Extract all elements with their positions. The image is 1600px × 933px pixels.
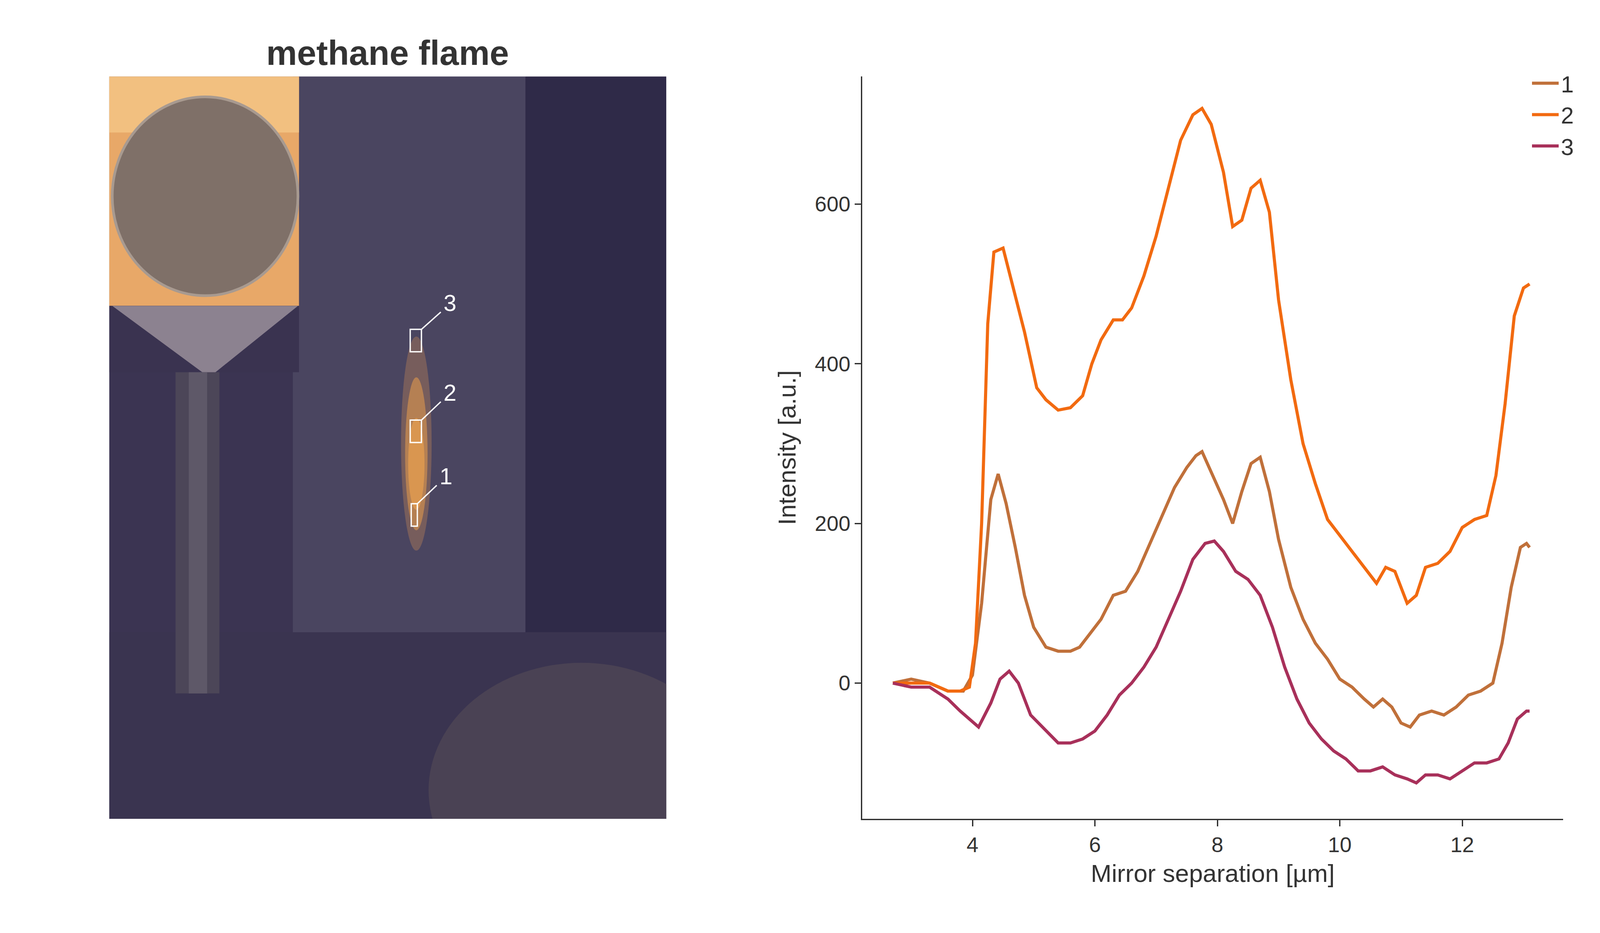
svg-text:8: 8 [1211, 833, 1224, 857]
svg-text:400: 400 [814, 352, 851, 376]
svg-text:200: 200 [814, 512, 851, 536]
svg-text:Intensity [a.u.]: Intensity [a.u.] [772, 370, 801, 526]
svg-text:3: 3 [1560, 134, 1574, 160]
svg-text:600: 600 [814, 192, 851, 216]
svg-text:6: 6 [1088, 833, 1101, 857]
svg-text:10: 10 [1328, 833, 1352, 857]
svg-text:2: 2 [443, 380, 457, 406]
svg-text:1: 1 [1560, 71, 1574, 98]
svg-text:3: 3 [443, 290, 457, 316]
svg-text:1: 1 [439, 463, 453, 490]
svg-text:0: 0 [838, 671, 851, 696]
svg-text:methane flame: methane flame [266, 33, 509, 73]
svg-text:Mirror separation [µm]: Mirror separation [µm] [1090, 859, 1335, 888]
svg-text:2: 2 [1560, 102, 1574, 129]
svg-text:12: 12 [1450, 833, 1474, 857]
svg-text:4: 4 [966, 833, 979, 857]
